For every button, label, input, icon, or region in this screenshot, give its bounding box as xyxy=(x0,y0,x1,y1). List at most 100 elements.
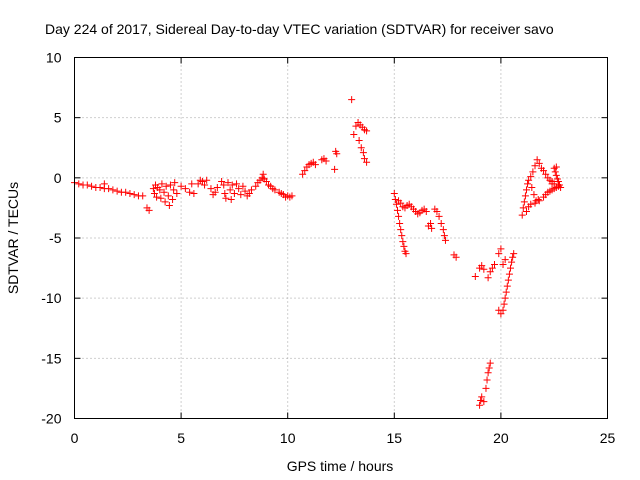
data-point xyxy=(552,163,560,171)
data-point xyxy=(252,182,260,190)
y-tick-label: 10 xyxy=(46,50,62,66)
data-point xyxy=(501,294,509,302)
data-point xyxy=(198,177,206,185)
data-point xyxy=(398,232,406,240)
data-point xyxy=(301,167,309,175)
x-tick-label: 25 xyxy=(600,430,616,446)
data-point xyxy=(484,274,492,282)
data-point xyxy=(166,181,174,189)
data-point xyxy=(211,188,219,196)
data-point xyxy=(171,179,179,187)
data-point xyxy=(392,200,400,208)
data-point xyxy=(480,398,488,406)
data-point xyxy=(491,260,499,268)
data-point xyxy=(157,194,165,202)
data-point xyxy=(482,384,490,392)
data-point xyxy=(299,170,307,178)
data-point xyxy=(164,192,172,200)
data-point xyxy=(531,162,539,170)
x-tick-label: 15 xyxy=(387,430,403,446)
data-point xyxy=(181,185,189,193)
data-point xyxy=(399,238,407,246)
data-point xyxy=(427,220,435,228)
data-point xyxy=(235,185,243,193)
data-point xyxy=(552,171,560,179)
data-point xyxy=(207,185,215,193)
data-point xyxy=(506,264,514,272)
data-point xyxy=(495,250,503,258)
data-point xyxy=(504,276,512,284)
x-tick-labels: 0 5 10 15 20 25 xyxy=(71,430,616,446)
data-point xyxy=(397,199,405,207)
data-point xyxy=(130,191,138,199)
data-point xyxy=(109,186,117,194)
data-point xyxy=(194,180,202,188)
data-point xyxy=(311,161,319,169)
data-point xyxy=(428,224,436,232)
y-tick-label: 5 xyxy=(54,110,62,126)
data-point xyxy=(150,189,158,197)
data-point xyxy=(440,232,448,240)
data-point xyxy=(348,96,356,104)
y-tick-label: -5 xyxy=(49,230,62,246)
data-point xyxy=(218,177,226,185)
data-points xyxy=(71,96,565,409)
data-point xyxy=(533,156,541,164)
data-point xyxy=(550,180,558,188)
data-point xyxy=(522,208,530,216)
data-point xyxy=(522,186,530,194)
data-point xyxy=(476,401,484,409)
data-point xyxy=(503,282,511,290)
data-point xyxy=(534,195,542,203)
x-tick-label: 10 xyxy=(280,430,296,446)
data-point xyxy=(169,195,177,203)
data-point xyxy=(524,180,532,188)
data-point xyxy=(100,180,108,188)
data-point xyxy=(161,198,169,206)
data-point xyxy=(485,364,493,372)
data-point xyxy=(528,183,536,191)
x-axis-title: GPS time / hours xyxy=(287,458,394,474)
data-point xyxy=(530,191,538,199)
data-point xyxy=(241,187,249,195)
data-point xyxy=(226,186,234,194)
data-point xyxy=(126,189,134,197)
data-point xyxy=(262,177,270,185)
data-point xyxy=(521,192,529,200)
data-point xyxy=(435,212,443,220)
data-point xyxy=(245,189,253,197)
data-point xyxy=(213,183,221,191)
data-point xyxy=(247,186,255,194)
data-point xyxy=(486,268,494,276)
data-point xyxy=(201,181,209,189)
y-axis-title: SDTVAR / TECUs xyxy=(5,182,21,294)
data-point xyxy=(510,250,518,258)
data-point xyxy=(478,262,486,270)
y-tick-label: -20 xyxy=(41,411,61,427)
data-point xyxy=(162,182,170,190)
data-point xyxy=(357,144,365,152)
data-point xyxy=(422,208,430,216)
data-point xyxy=(271,186,279,194)
data-point xyxy=(177,182,185,190)
data-point xyxy=(221,189,229,197)
data-point xyxy=(331,165,339,173)
data-point xyxy=(170,186,178,194)
data-point xyxy=(471,273,479,281)
data-point xyxy=(557,183,565,191)
axis-ticks xyxy=(74,57,608,419)
data-point xyxy=(497,245,505,253)
data-point xyxy=(390,189,398,197)
data-point xyxy=(437,220,445,228)
data-point xyxy=(542,170,550,178)
x-tick-label: 5 xyxy=(177,430,185,446)
data-point xyxy=(145,206,153,214)
data-point xyxy=(499,260,507,268)
data-point xyxy=(554,177,562,185)
x-tick-label: 0 xyxy=(71,430,79,446)
plot-frame xyxy=(74,57,608,419)
data-point xyxy=(156,186,164,194)
data-point xyxy=(500,300,508,308)
data-point xyxy=(525,176,533,184)
